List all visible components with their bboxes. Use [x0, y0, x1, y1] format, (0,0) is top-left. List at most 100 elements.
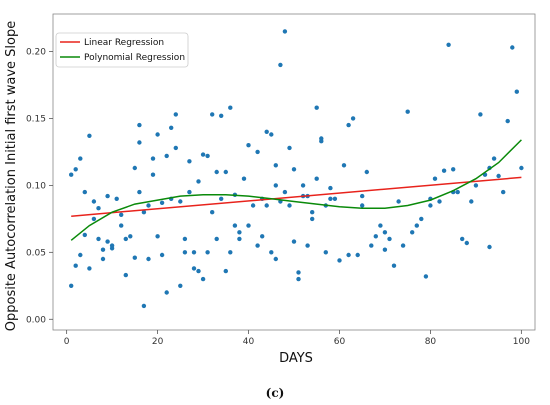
polynomial-regression-line: [70, 139, 522, 241]
data-point: [241, 176, 247, 181]
data-point: [155, 132, 160, 137]
data-point: [164, 290, 169, 295]
data-point: [496, 173, 501, 179]
legend: Linear Regression Polynomial Regression: [55, 32, 189, 68]
data-point: [441, 168, 447, 173]
data-point: [328, 196, 333, 201]
data-point: [305, 243, 310, 248]
data-point: [150, 172, 156, 177]
data-point: [364, 169, 369, 175]
data-point: [296, 276, 301, 282]
data-point: [396, 199, 401, 204]
data-point: [196, 179, 201, 184]
data-point: [373, 234, 378, 239]
y-tick-label: 0.20: [26, 47, 46, 57]
data-point: [182, 236, 188, 242]
data-point: [323, 250, 328, 255]
data-point: [132, 255, 137, 260]
data-point: [205, 250, 210, 255]
data-point: [69, 172, 74, 177]
data-point: [314, 176, 319, 181]
data-point: [355, 252, 360, 258]
data-point: [250, 203, 256, 208]
data-point: [446, 42, 451, 47]
data-point: [273, 163, 278, 168]
data-point: [73, 263, 78, 268]
data-point: [460, 236, 465, 242]
data-point: [432, 176, 438, 181]
data-point: [341, 163, 347, 168]
data-point: [246, 223, 251, 228]
data-point: [78, 156, 83, 161]
data-point: [282, 189, 288, 195]
data-point: [332, 196, 338, 201]
data-point: [196, 268, 201, 274]
data-point: [269, 250, 274, 255]
data-point: [82, 189, 88, 195]
data-point: [264, 129, 269, 134]
data-point: [105, 239, 110, 244]
data-point: [141, 210, 147, 215]
data-point: [214, 236, 219, 242]
data-point: [105, 193, 110, 199]
data-point: [328, 185, 333, 191]
data-point: [128, 234, 133, 239]
data-point: [91, 199, 97, 204]
data-point: [391, 263, 397, 268]
data-point: [296, 270, 301, 275]
x-tick-label: 0: [64, 337, 70, 347]
data-point: [237, 236, 242, 242]
data-point: [255, 149, 260, 155]
data-point: [255, 243, 260, 248]
data-point: [223, 268, 228, 274]
data-point: [360, 193, 365, 199]
data-point: [264, 203, 269, 208]
legend-box: [55, 32, 189, 68]
data-point: [123, 272, 128, 278]
data-point: [173, 145, 178, 151]
y-tick-label: 0.10: [26, 181, 46, 191]
data-point: [237, 230, 242, 235]
data-point: [269, 132, 274, 137]
data-point: [69, 283, 74, 288]
data-point: [191, 266, 197, 271]
data-point: [123, 236, 128, 242]
data-point: [314, 105, 319, 110]
data-point: [228, 105, 233, 110]
data-point: [114, 196, 119, 201]
data-point: [455, 189, 460, 195]
data-point: [96, 236, 101, 242]
data-point: [159, 252, 165, 258]
data-point: [169, 125, 174, 130]
data-point: [514, 89, 519, 94]
data-point: [346, 252, 351, 258]
data-point: [510, 45, 515, 50]
data-point: [287, 145, 292, 151]
data-point: [87, 266, 92, 271]
data-point: [159, 200, 165, 205]
data-point: [210, 210, 215, 215]
data-point: [491, 156, 497, 161]
x-tick-label: 60: [334, 337, 346, 347]
data-point: [273, 183, 278, 188]
data-point: [146, 203, 151, 208]
data-point: [346, 122, 351, 128]
data-point: [350, 116, 356, 121]
data-point: [78, 252, 83, 258]
data-point: [109, 243, 115, 248]
data-point: [437, 199, 442, 204]
data-point: [173, 112, 178, 117]
data-point: [310, 216, 315, 222]
figure-caption: (c): [266, 386, 285, 400]
data-point: [100, 247, 106, 252]
data-point: [200, 276, 206, 282]
data-point: [487, 244, 492, 250]
legend-label-linear: Linear Regression: [84, 38, 164, 48]
data-point: [287, 203, 292, 208]
data-point: [501, 189, 506, 195]
data-point: [219, 113, 224, 119]
data-point: [505, 118, 510, 124]
data-point: [137, 189, 142, 195]
data-point: [382, 247, 388, 252]
